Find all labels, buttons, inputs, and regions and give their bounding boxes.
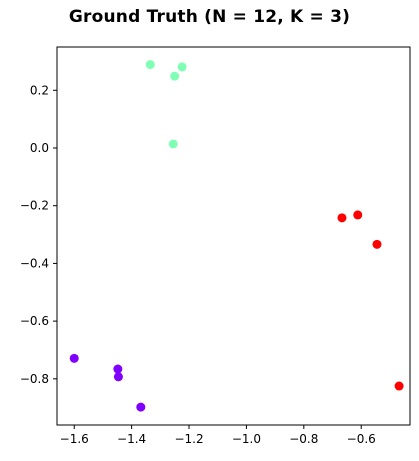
data-point (136, 402, 146, 412)
data-point (69, 353, 79, 363)
y-tick-label: −0.2 (20, 199, 49, 213)
y-tick-label: −0.8 (20, 372, 49, 386)
data-point (113, 372, 123, 382)
data-point (170, 71, 180, 81)
y-tick-label: −0.6 (20, 314, 49, 328)
plot-frame (56, 46, 411, 426)
y-tick-label: −0.4 (20, 256, 49, 270)
data-point (145, 60, 155, 70)
data-point (168, 139, 178, 149)
data-point (177, 62, 187, 72)
x-tick-label: −0.8 (289, 432, 318, 446)
x-tick-label: −1.0 (232, 432, 261, 446)
data-point (372, 239, 382, 249)
y-tick-label: 0.2 (30, 83, 49, 97)
x-tick-label: −1.4 (117, 432, 146, 446)
chart-title: Ground Truth (N = 12, K = 3) (68, 7, 351, 27)
data-point (113, 364, 123, 374)
x-tick-label: −0.6 (347, 432, 376, 446)
x-tick-label: −1.2 (174, 432, 203, 446)
data-point (337, 213, 347, 223)
x-tick-label: −1.6 (60, 432, 89, 446)
data-point (353, 210, 363, 220)
y-tick-label: 0.0 (30, 141, 49, 155)
data-point (394, 381, 404, 391)
